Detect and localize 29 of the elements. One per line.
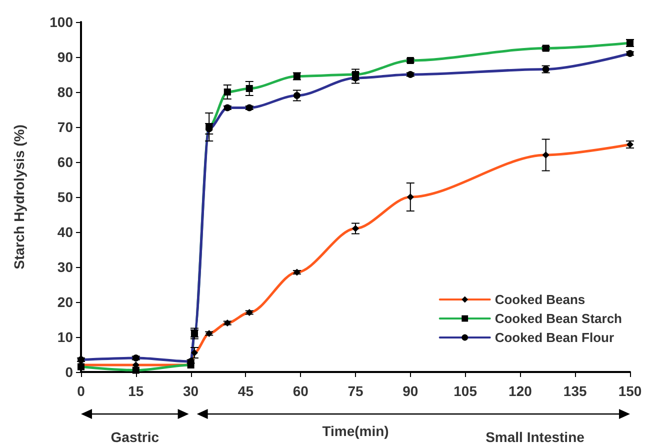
x-tick-label: 105 (454, 383, 478, 399)
x-tick-label: 15 (128, 383, 144, 399)
y-tick-label: 50 (57, 189, 74, 205)
text: Small Intestine (486, 429, 585, 444)
x-tick-label: 120 (508, 383, 532, 399)
y-tick-label: 70 (57, 119, 74, 135)
y-tick-label: 100 (50, 14, 74, 30)
y-tick-label: 60 (57, 154, 74, 170)
y-axis-title: Starch Hydrolysis (%) (11, 124, 27, 270)
x-tick-label: 150 (618, 383, 642, 399)
y-tick-label: 80 (57, 84, 74, 100)
legend-label: Cooked Bean Flour (494, 330, 614, 345)
y-tick-label: 90 (57, 49, 74, 65)
x-tick-label: 75 (348, 383, 364, 399)
x-tick-label: 90 (402, 383, 418, 399)
text: Gastric (110, 429, 160, 444)
y-tick-label: 0 (65, 364, 74, 380)
x-axis-title: Time(min) (322, 423, 389, 439)
y-tick-label: 10 (57, 329, 74, 345)
y-tick-label: 20 (57, 294, 74, 310)
legend-label: Cooked Beans (494, 292, 586, 307)
x-tick-label: 30 (183, 383, 199, 399)
x-tick-label: 135 (563, 383, 587, 399)
y-tick-label: 40 (57, 224, 74, 240)
legend-label: Cooked Bean Starch (494, 311, 622, 326)
x-tick-label: 45 (238, 383, 254, 399)
x-tick-label: 60 (292, 383, 309, 399)
x-tick-label: 0 (77, 383, 86, 399)
y-tick-label: 30 (57, 259, 74, 275)
